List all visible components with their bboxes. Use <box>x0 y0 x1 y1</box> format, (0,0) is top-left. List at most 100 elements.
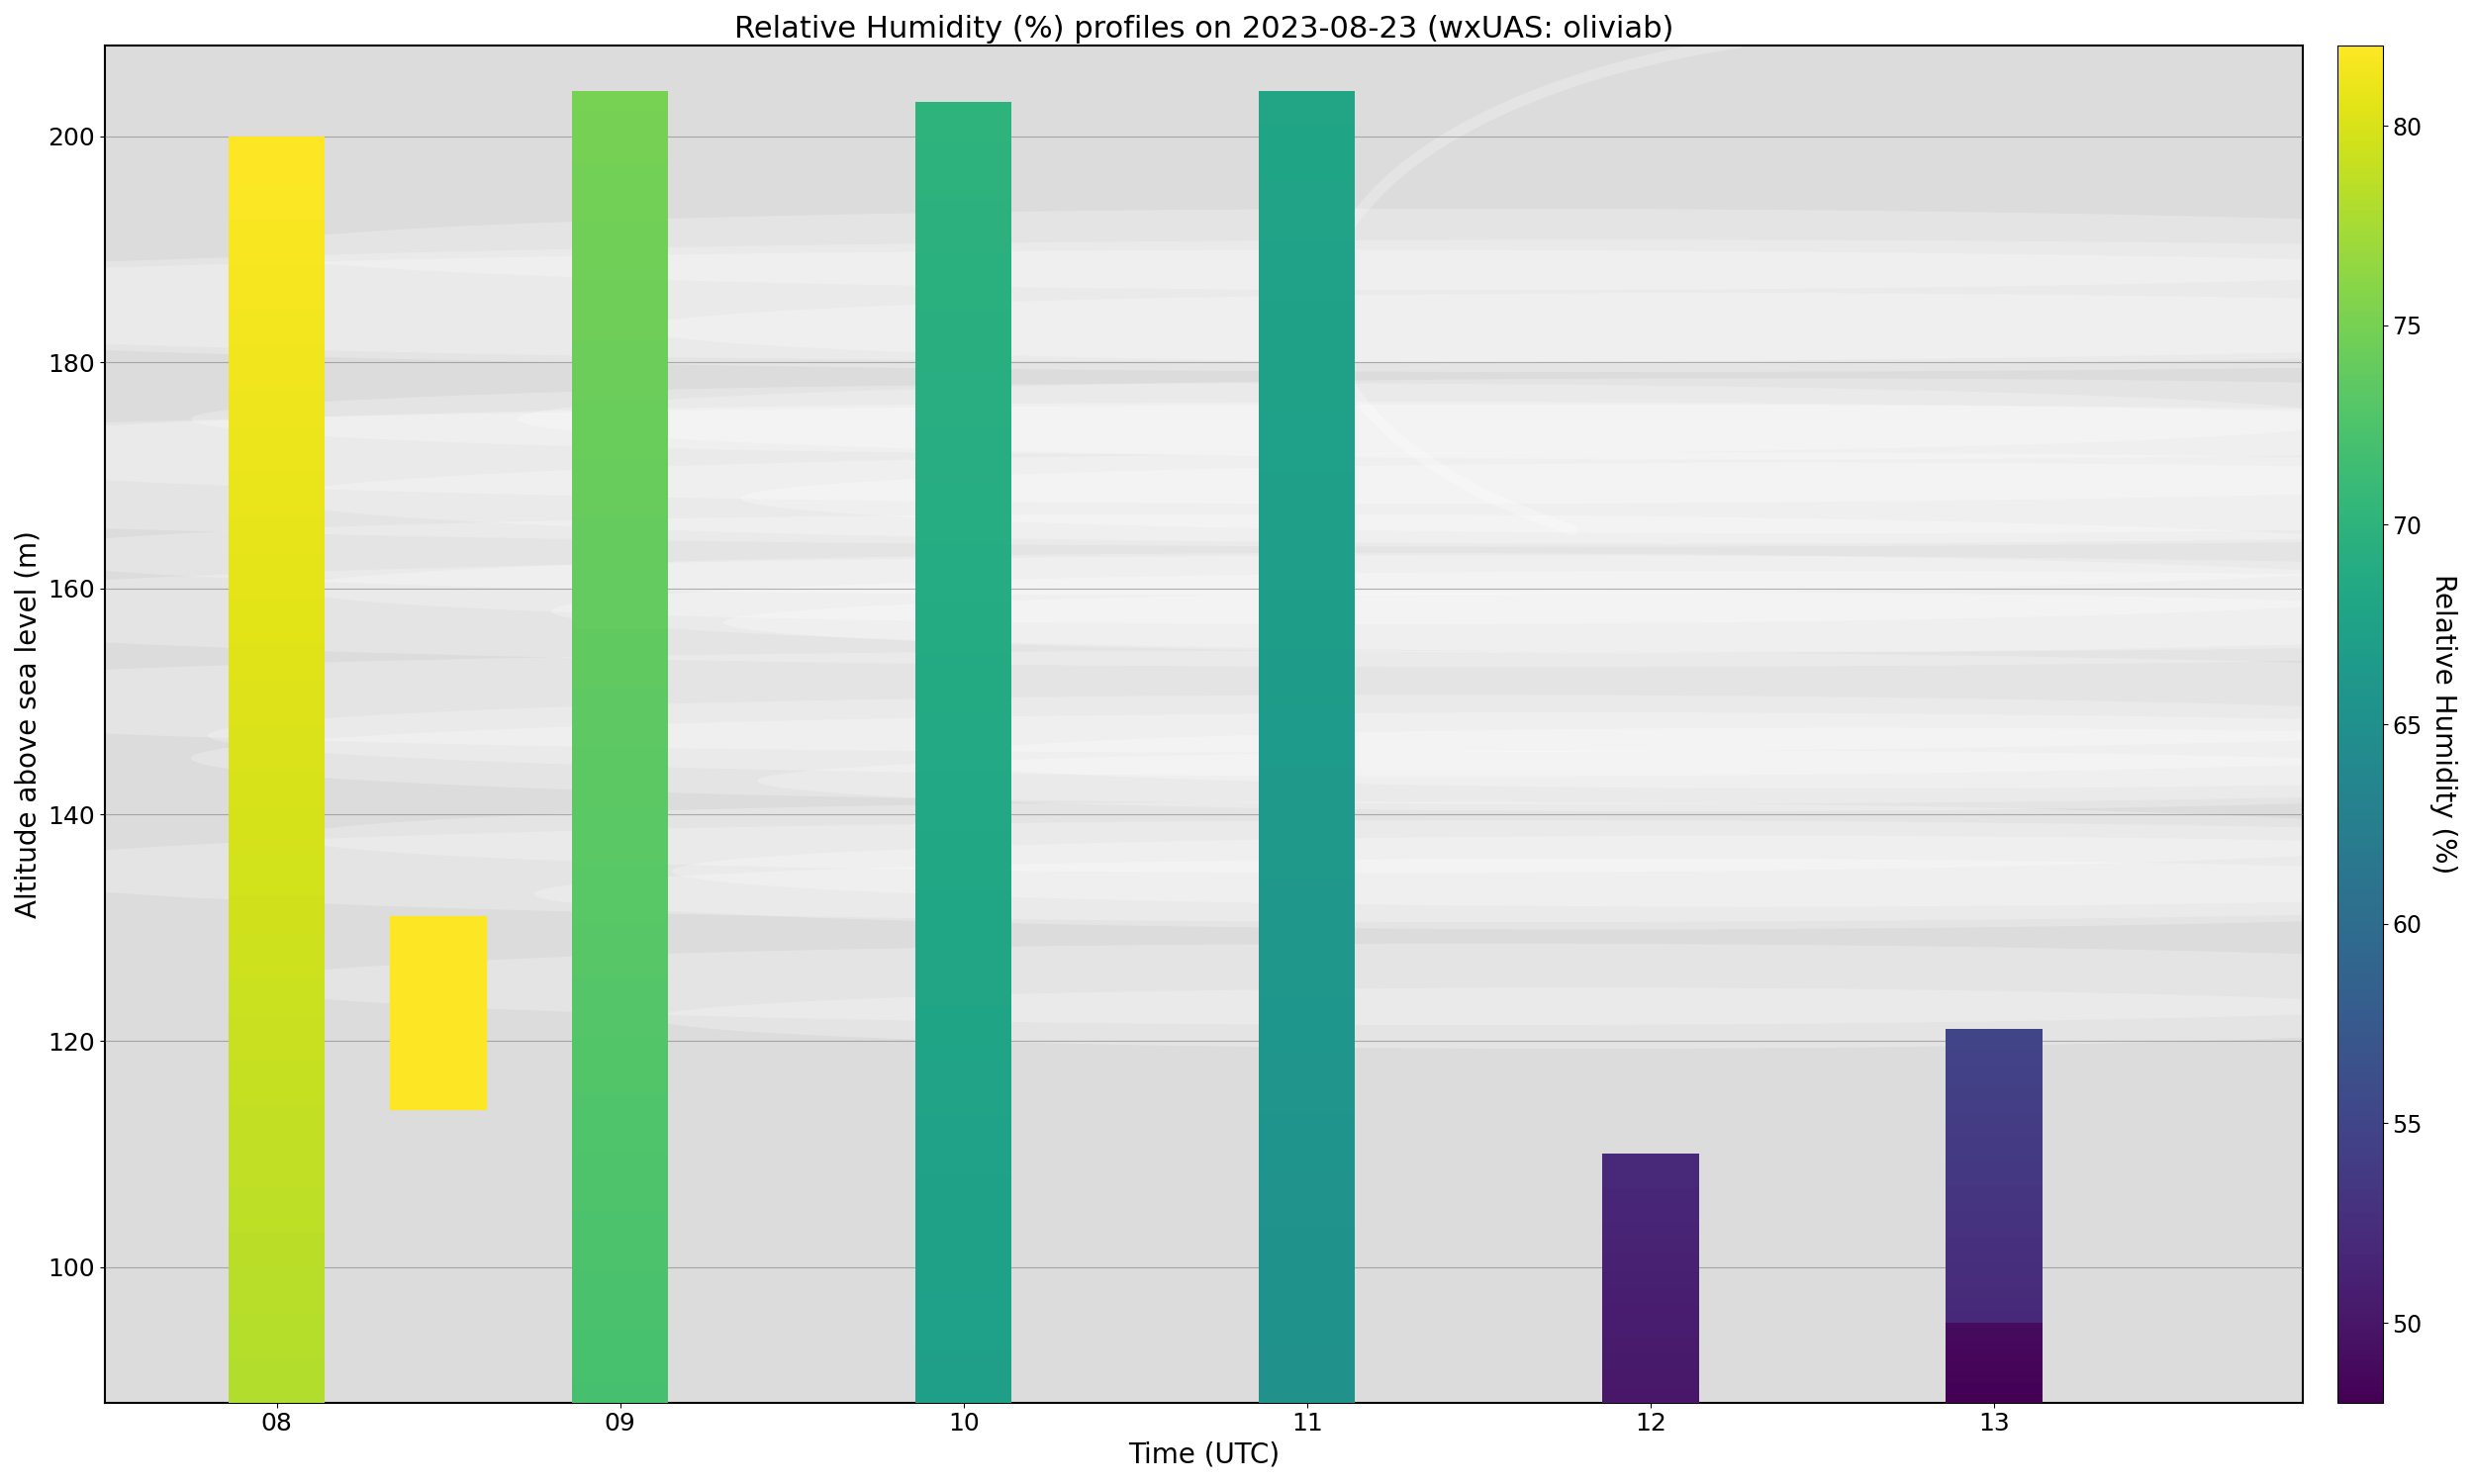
Bar <box>228 1048 324 1054</box>
Bar <box>1947 1321 2041 1322</box>
Bar <box>1259 1297 1356 1304</box>
Bar <box>915 245 1012 252</box>
Bar <box>915 525 1012 531</box>
Bar <box>1947 1281 2041 1284</box>
Bar <box>228 1352 324 1358</box>
Bar <box>571 898 668 904</box>
Bar <box>228 522 324 528</box>
Bar <box>1259 746 1356 754</box>
Circle shape <box>190 712 2474 804</box>
Bar <box>915 1208 1012 1214</box>
Bar <box>571 1114 668 1120</box>
Bar <box>1259 445 1356 451</box>
Bar <box>228 662 324 668</box>
Bar <box>915 473 1012 479</box>
Bar <box>571 215 668 223</box>
Bar <box>1259 1068 1356 1074</box>
Bar <box>1947 1353 2041 1356</box>
Bar <box>915 564 1012 570</box>
Bar <box>915 147 1012 154</box>
Bar <box>1259 944 1356 950</box>
Bar <box>228 788 324 795</box>
Bar <box>571 806 668 812</box>
Bar <box>1259 1120 1356 1128</box>
Bar <box>1947 1113 2041 1116</box>
Bar <box>1947 1071 2041 1074</box>
Bar <box>228 509 324 516</box>
Bar <box>1259 1107 1356 1114</box>
Bar <box>571 543 668 551</box>
Bar <box>1259 1389 1356 1396</box>
Bar <box>915 804 1012 810</box>
Bar <box>228 1061 324 1067</box>
Bar <box>571 1094 668 1101</box>
Bar <box>228 1218 324 1226</box>
Bar <box>1259 451 1356 459</box>
Bar <box>1947 1183 2041 1184</box>
Bar <box>228 623 324 631</box>
Bar <box>571 622 668 629</box>
Bar <box>571 1362 668 1370</box>
Bar <box>1259 865 1356 871</box>
Bar <box>1947 1211 2041 1212</box>
Bar <box>1259 1376 1356 1383</box>
Circle shape <box>534 858 2474 929</box>
Bar <box>1259 635 1356 643</box>
Bar <box>915 889 1012 895</box>
Bar <box>228 1193 324 1201</box>
Bar <box>1259 261 1356 269</box>
Bar <box>1259 576 1356 583</box>
Bar <box>1947 1146 2041 1147</box>
Bar <box>228 1181 324 1187</box>
Bar <box>228 567 324 573</box>
Bar <box>915 830 1012 837</box>
Bar <box>571 884 668 890</box>
Bar <box>571 163 668 169</box>
Bar <box>228 1199 324 1206</box>
Bar <box>228 1067 324 1073</box>
Bar <box>571 459 668 464</box>
Y-axis label: Relative Humidity (%): Relative Humidity (%) <box>2429 574 2457 874</box>
Bar <box>915 264 1012 272</box>
Bar <box>1259 510 1356 518</box>
Bar <box>228 668 324 674</box>
Bar <box>915 1071 1012 1077</box>
Bar <box>1259 727 1356 733</box>
Bar <box>228 1092 324 1098</box>
Bar <box>1947 1328 2041 1330</box>
Bar <box>1947 1206 2041 1208</box>
Circle shape <box>242 209 2474 289</box>
Bar <box>915 272 1012 278</box>
Bar <box>915 187 1012 193</box>
Y-axis label: Altitude above sea level (m): Altitude above sea level (m) <box>15 530 42 919</box>
Bar <box>915 556 1012 564</box>
Bar <box>1259 556 1356 564</box>
Bar <box>1259 792 1356 800</box>
Bar <box>228 484 324 491</box>
Bar <box>228 928 324 933</box>
Bar <box>1947 1345 2041 1346</box>
Bar <box>1259 616 1356 622</box>
Bar <box>228 782 324 788</box>
Bar <box>915 1220 1012 1227</box>
Bar <box>571 372 668 380</box>
Bar <box>228 573 324 579</box>
Bar <box>1947 1162 2041 1163</box>
Bar <box>1947 1128 2041 1131</box>
Bar <box>571 347 668 353</box>
Bar <box>228 629 324 637</box>
Bar <box>571 825 668 833</box>
Bar <box>571 1383 668 1389</box>
Bar <box>571 812 668 819</box>
Bar <box>228 1117 324 1123</box>
Bar <box>1259 1370 1356 1376</box>
Bar <box>1259 117 1356 123</box>
Bar <box>915 1298 1012 1304</box>
Bar <box>228 1294 324 1301</box>
Bar <box>915 1376 1012 1383</box>
Bar <box>571 649 668 654</box>
Bar <box>1259 708 1356 714</box>
Bar <box>1259 288 1356 294</box>
Bar <box>1947 1343 2041 1345</box>
Bar <box>1259 1205 1356 1212</box>
